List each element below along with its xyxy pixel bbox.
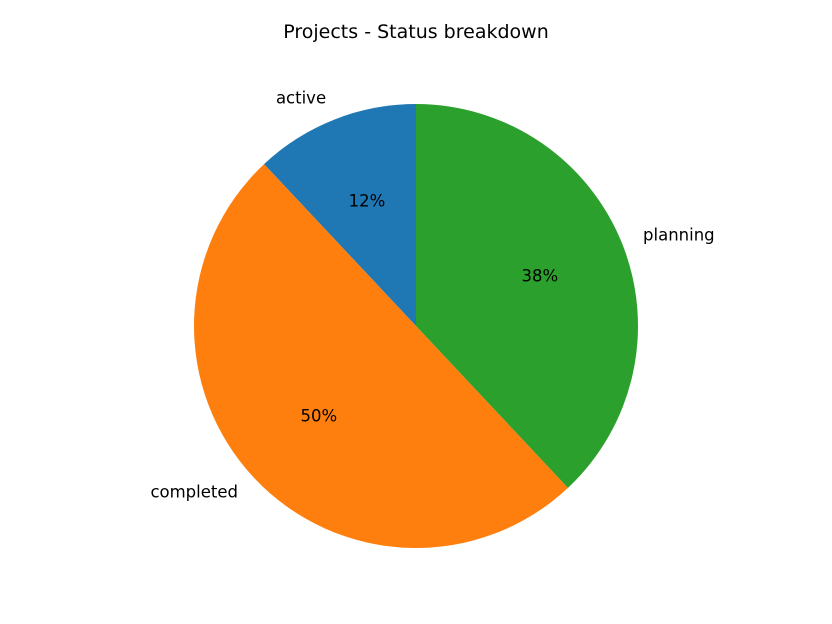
pie-slice-planning — [416, 103, 638, 488]
pie-slice-completed — [194, 164, 568, 548]
slice-percent-planning: 38% — [522, 266, 559, 285]
slice-label-active: active — [276, 88, 326, 107]
pie-slices — [194, 103, 638, 548]
slice-percent-completed: 50% — [301, 407, 338, 426]
pie-labels: active 12% completed 50% planning 38% — [150, 88, 714, 501]
chart-title: Projects - Status breakdown — [283, 21, 548, 43]
slice-label-completed: completed — [150, 483, 238, 502]
slice-percent-active: 12% — [349, 192, 386, 211]
pie-slice-active — [264, 104, 416, 326]
slice-label-planning: planning — [643, 226, 715, 245]
